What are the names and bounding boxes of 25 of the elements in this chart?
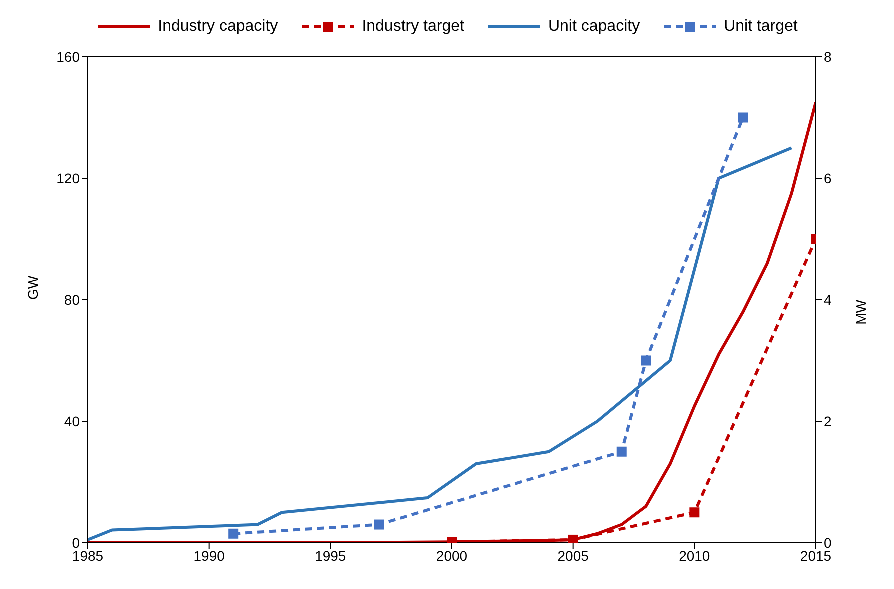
x-tick-label: 1995 [315, 548, 346, 564]
y-tick-label: 160 [56, 48, 80, 65]
x-tick-label: 2010 [679, 548, 710, 564]
y2-tick-label: 4 [824, 292, 832, 308]
x-tick-label: 2000 [436, 548, 468, 564]
legend-label: Unit target [724, 18, 798, 36]
x-tick-label: 2005 [558, 548, 590, 564]
legend-label: Industry target [362, 18, 464, 36]
legend-label: Unit capacity [548, 18, 640, 36]
point [228, 528, 239, 539]
y-tick-label: 80 [64, 292, 80, 308]
y-axis-title: GW [24, 275, 41, 300]
point [738, 112, 748, 123]
y-tick-label: 120 [56, 170, 80, 186]
point [641, 356, 652, 366]
y2-axis-title: MW [852, 299, 869, 325]
y2-tick-label: 6 [824, 170, 832, 186]
y-tick-label: 40 [64, 413, 80, 430]
y2-tick-label: 8 [824, 48, 832, 65]
y2-tick-label: 2 [824, 413, 832, 430]
x-tick-label: 1990 [194, 548, 226, 564]
point [374, 520, 384, 530]
point [568, 534, 578, 543]
legend-label: Industry capacity [158, 18, 278, 36]
point [616, 446, 627, 457]
